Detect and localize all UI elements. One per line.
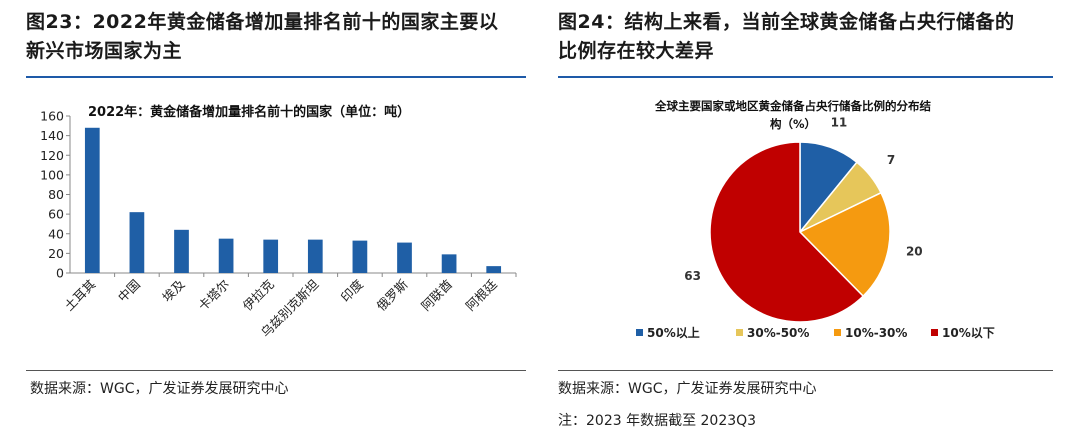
pie-title-line2: 构（%） bbox=[770, 117, 816, 131]
pie-chart: 全球主要国家或地区黄金储备占央行储备比例的分布结 构（%） 11 7 20 63 50… bbox=[636, 99, 995, 340]
x-category-label: 中国 bbox=[115, 277, 143, 305]
pie-legend: 50%以上 30%-50% 10%-30% 10%以下 bbox=[636, 325, 995, 340]
pie-title-line1: 全球主要国家或地区黄金储备占央行储备比例的分布结 bbox=[654, 99, 931, 113]
y-tick-label: 40 bbox=[48, 226, 64, 241]
bar-axes bbox=[66, 115, 517, 277]
y-tick-label: 100 bbox=[40, 167, 64, 182]
pie-value-label: 11 bbox=[831, 116, 848, 130]
title-divider bbox=[558, 76, 1053, 78]
legend-label-1: 30%-50% bbox=[747, 326, 809, 340]
legend-label-2: 10%-30% bbox=[845, 326, 907, 340]
bar-tick-labels: 0 20 40 60 80 100 120 140 160 bbox=[40, 109, 64, 281]
pie-value-label: 63 bbox=[684, 269, 701, 283]
pie-slices bbox=[709, 141, 891, 323]
x-category-label: 俄罗斯 bbox=[373, 277, 410, 314]
figure-23-title-line1: 图23：2022年黄金储备增加量排名前十的国家主要以 bbox=[26, 11, 499, 33]
figure-24-note: 注：2023 年数据截至 2023Q3 bbox=[558, 413, 757, 429]
bar-0 bbox=[84, 127, 100, 274]
y-tick-label: 80 bbox=[48, 187, 64, 202]
pie-value-label: 20 bbox=[906, 245, 923, 259]
legend-swatch-0 bbox=[636, 329, 643, 336]
bar-1 bbox=[129, 212, 145, 273]
bar-2 bbox=[174, 229, 189, 273]
x-category-label: 伊拉克 bbox=[240, 277, 277, 314]
bar-9 bbox=[486, 266, 502, 273]
bar-chart-title: 2022年：黄金储备增加量排名前十的国家（单位：吨） bbox=[88, 104, 410, 120]
y-tick-label: 20 bbox=[48, 246, 64, 261]
x-category-label: 阿联酋 bbox=[418, 277, 455, 314]
y-tick-label: 0 bbox=[56, 266, 64, 281]
right-panel: 图24：结构上来看，当前全球黄金储备占央行储备的 比例存在较大差异 全球主要国家… bbox=[550, 0, 1080, 440]
bar-marks bbox=[84, 127, 502, 274]
figure-24-title-line2: 比例存在较大差异 bbox=[558, 40, 715, 62]
x-category-label: 卡塔尔 bbox=[195, 277, 232, 314]
x-category-label: 埃及 bbox=[159, 276, 188, 305]
x-category-label: 阿根廷 bbox=[463, 276, 500, 313]
bar-8 bbox=[441, 254, 457, 273]
bar-5 bbox=[307, 239, 323, 273]
x-category-label: 土耳其 bbox=[61, 277, 98, 314]
bar-4 bbox=[263, 239, 279, 273]
bar-6 bbox=[352, 240, 368, 273]
title-divider bbox=[26, 76, 526, 78]
figure-24-title-line1: 图24：结构上来看，当前全球黄金储备占央行储备的 bbox=[558, 11, 1015, 33]
figure-24-source: 数据来源：WGC，广发证券发展研究中心 bbox=[558, 381, 817, 397]
y-tick-label: 60 bbox=[48, 207, 64, 222]
figure-23-title: 图23：2022年黄金储备增加量排名前十的国家主要以 新兴市场国家为主 bbox=[26, 8, 526, 66]
y-tick-label: 120 bbox=[40, 148, 64, 163]
x-category-label: 印度 bbox=[338, 276, 367, 305]
left-panel: 图23：2022年黄金储备增加量排名前十的国家主要以 新兴市场国家为主 2022… bbox=[0, 0, 530, 440]
legend-swatch-1 bbox=[736, 329, 743, 336]
figure-24-title: 图24：结构上来看，当前全球黄金储备占央行储备的 比例存在较大差异 bbox=[558, 8, 1058, 66]
bar-chart: 2022年：黄金储备增加量排名前十的国家（单位：吨） 0 20 40 60 80 100 1… bbox=[40, 104, 517, 340]
legend-swatch-3 bbox=[931, 329, 938, 336]
bar-3 bbox=[218, 238, 234, 273]
pie-slice-3 bbox=[709, 141, 865, 323]
source-divider bbox=[558, 370, 1053, 371]
source-divider bbox=[26, 370, 526, 371]
pie-value-label: 7 bbox=[887, 153, 895, 167]
legend-label-3: 10%以下 bbox=[942, 326, 995, 340]
pie-value-labels: 11 7 20 63 bbox=[684, 116, 922, 283]
figure-23-source: 数据来源：WGC，广发证券发展研究中心 bbox=[30, 381, 289, 397]
pie-slice-2 bbox=[798, 191, 891, 298]
bar-7 bbox=[397, 242, 412, 273]
legend-swatch-2 bbox=[834, 329, 841, 336]
y-tick-label: 160 bbox=[40, 109, 64, 124]
legend-label-0: 50%以上 bbox=[647, 325, 700, 340]
figure-23-title-line2: 新兴市场国家为主 bbox=[26, 40, 183, 62]
y-tick-label: 140 bbox=[40, 128, 64, 143]
